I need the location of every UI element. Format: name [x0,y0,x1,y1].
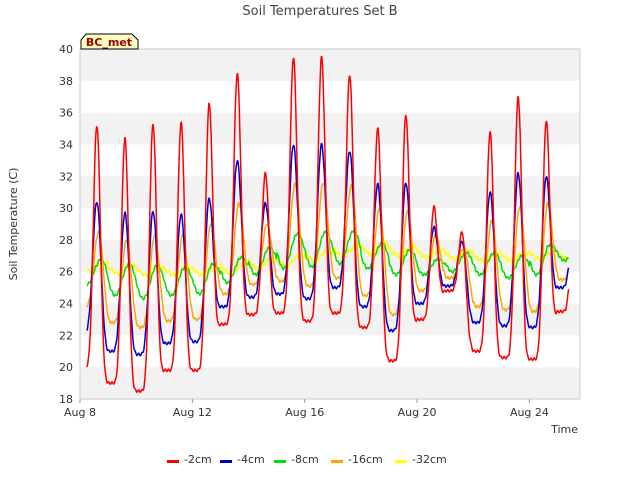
series-lines [86,55,570,394]
x-tick-label: Aug 20 [398,406,437,419]
legend-swatch [220,460,232,463]
y-axis-ticks: 18 20 22 24 26 28 30 32 34 36 38 40 [59,43,73,406]
y-tick-label: 28 [59,234,73,247]
legend-label: -4cm [237,453,265,466]
x-tick-label: Aug 12 [173,406,212,419]
site-label: BC_met [86,36,132,49]
grid-band [80,80,580,113]
grid-band [80,208,580,240]
legend-label: -2cm [184,453,212,466]
grid-band [80,49,580,81]
y-tick-label: 20 [59,361,73,374]
x-tick-label: Aug 8 [64,406,96,419]
y-tick-label: 34 [59,138,73,151]
series-line-minus-16cm [86,182,570,330]
legend: -2cm -4cm -8cm -16cm -32cm [0,452,640,470]
y-tick-label: 22 [59,329,73,342]
y-tick-label: 24 [59,298,73,311]
grid-band [80,144,580,177]
legend-swatch [331,460,343,463]
plot-area-frame [79,48,581,400]
legend-swatch [167,460,179,463]
legend-label: -16cm [348,453,383,466]
legend-label: -8cm [291,453,319,466]
legend-label: -32cm [412,453,447,466]
y-tick-label: 40 [59,43,73,56]
y-tick-label: 38 [59,75,73,88]
site-label-box: BC_met [80,33,139,50]
grid-band [80,176,580,209]
grid-band [80,335,580,368]
y-tick-label: 32 [59,170,73,183]
y-tick-label: 26 [59,266,73,279]
x-tick-label: Aug 16 [285,406,324,419]
y-tick-label: 30 [59,202,73,215]
legend-swatch [395,460,407,463]
grid-band [80,367,580,399]
y-tick-label: 18 [59,393,73,406]
grid-band [80,112,580,145]
y-tick-label: 36 [59,107,73,120]
chart-title: Soil Temperatures Set B [242,4,397,19]
x-tick-label: Aug 24 [510,406,549,419]
series-line-minus-8cm [86,228,570,301]
series-line-minus-2cm [86,55,570,394]
y-axis-label: Soil Temperature (C) [7,168,20,281]
x-axis-label: Time [550,423,578,436]
x-axis-ticks: Aug 8 Aug 12 Aug 16 Aug 20 Aug 24 [64,399,549,419]
legend-swatch [274,460,286,463]
